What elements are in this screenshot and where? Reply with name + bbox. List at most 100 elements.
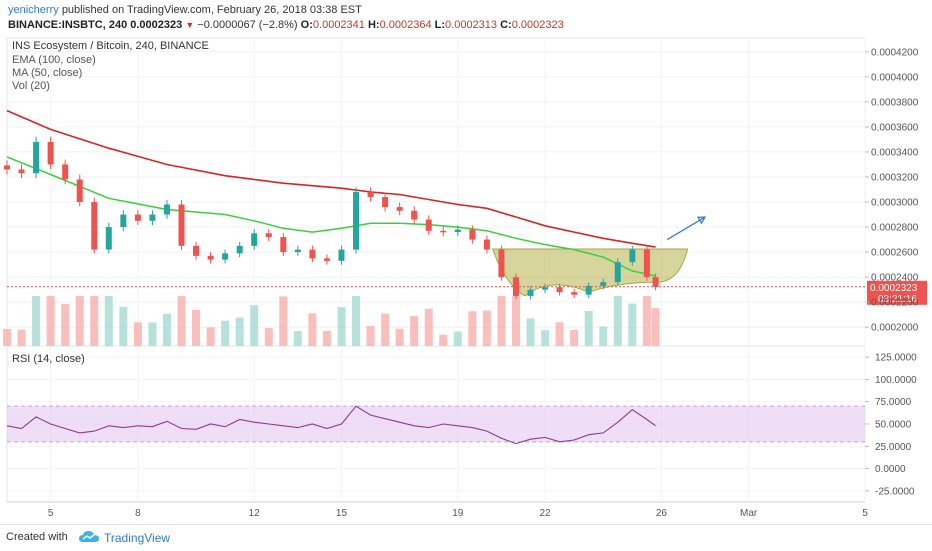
candle-body (76, 179, 83, 203)
footer: Created with TradingView (0, 524, 932, 551)
candle-body (222, 253, 229, 260)
candle-body (571, 292, 578, 295)
volume-bar (250, 305, 259, 346)
volume-bar (75, 296, 84, 346)
price-tick-label: 0.0004200 (871, 47, 919, 58)
rsi-tick-label: 0.0000 (875, 464, 906, 475)
time-tick-label: 8 (135, 508, 141, 519)
volume-bar (570, 330, 579, 346)
volume-bar (3, 329, 11, 346)
rsi-grid (7, 356, 865, 492)
ohlc-line: BINANCE:INSBTC, 240 0.0002323 ▼ −0.00000… (8, 19, 564, 31)
volume-bar (206, 327, 215, 346)
rsi-tick-label: -25.0000 (875, 486, 915, 497)
rsi-tick-label: 50.0000 (875, 420, 912, 431)
volume-bar (133, 322, 142, 346)
price-tick-label: 0.0004000 (871, 72, 919, 83)
volume-bar (119, 306, 128, 346)
last-price-label: 0.0002323 (870, 283, 918, 294)
low-label: L: (434, 19, 446, 31)
volume-bar (221, 320, 230, 346)
time-tick-label: 12 (249, 508, 261, 519)
publish-header: yenicherry published on TradingView.com,… (0, 0, 932, 34)
projection-arrow (666, 216, 706, 241)
volume-bar (526, 318, 535, 346)
candle-body (382, 197, 389, 208)
candle-body (643, 249, 650, 278)
last-price-tag (867, 280, 927, 305)
price-tick-label: 0.0002400 (871, 273, 919, 284)
candle-body (498, 249, 505, 278)
volume-bar (555, 322, 564, 346)
candle-body (62, 164, 69, 180)
candle-body (527, 289, 534, 296)
candle-body (483, 239, 490, 250)
volume-bar (308, 313, 317, 346)
price-tick-label: 0.0003600 (871, 122, 919, 133)
low-value: 0.0002313 (445, 19, 498, 31)
candle-body (469, 229, 476, 240)
volume-bar (104, 296, 113, 346)
rsi-tick-label: 75.0000 (875, 397, 912, 408)
projection-arrow-head (696, 216, 707, 225)
candle-body (4, 165, 10, 170)
time-tick-label: 15 (336, 508, 348, 519)
candle-body (556, 287, 563, 293)
price-tick-label: 0.0003800 (871, 97, 919, 108)
volume-bar (90, 296, 99, 346)
last-price: 0.0002323 (130, 19, 183, 31)
candle-body (163, 204, 170, 215)
volume-bar (424, 308, 433, 346)
rsi-tick-label: 100.0000 (875, 375, 917, 386)
volume-bar (46, 296, 55, 346)
candle-body (149, 214, 156, 221)
candle-body (33, 141, 40, 174)
volume-bar (235, 317, 244, 346)
price-tick-label: 0.0002800 (871, 223, 919, 234)
candle-body (440, 230, 447, 233)
volume-bar (322, 330, 331, 346)
volume-bar (192, 309, 201, 346)
rsi-line (6, 405, 656, 445)
candle-body (323, 258, 330, 261)
volume-bar (162, 313, 171, 346)
candle-body (338, 249, 345, 261)
time-axis-labels: 5 8 12 15 19 22 26 Mar 5 (48, 508, 868, 519)
ma-50-line (6, 156, 656, 277)
volume-bar (148, 322, 157, 346)
price-tick-label: 0.0003200 (871, 172, 919, 183)
open-label: O: (300, 19, 313, 31)
legend-vol[interactable]: Vol (20) (12, 80, 50, 92)
volume-bar (395, 328, 404, 346)
tradingview-brand-link[interactable]: TradingView (104, 531, 171, 545)
candle-body (396, 207, 403, 211)
candle-body (193, 245, 200, 256)
volume-bar (439, 334, 448, 346)
volume-bar (584, 310, 593, 346)
volume-bar (628, 303, 637, 346)
candle-body (91, 202, 98, 250)
volume-bar (541, 330, 550, 346)
legend-ma[interactable]: MA (50, close) (12, 67, 82, 79)
author-link[interactable]: yenicherry (8, 4, 59, 16)
candle-body (178, 204, 185, 246)
volume-bar (410, 315, 419, 346)
candle-body (280, 237, 287, 253)
chart-canvas[interactable]: 0.0002323 03:21:16 0.00020000.00022000.0… (0, 34, 932, 524)
candle-body (629, 249, 636, 263)
rsi-tick-label: 25.0000 (875, 442, 912, 453)
volume-bar (337, 307, 346, 346)
volume-bar (642, 296, 651, 346)
candle-body (265, 233, 272, 238)
time-tick-label: Mar (740, 508, 758, 519)
volume-bar (511, 296, 520, 346)
candle-body (47, 141, 54, 165)
created-with-label: Created with (6, 531, 68, 543)
volume-bar (279, 296, 288, 346)
candle-body (353, 192, 360, 250)
legend-ema[interactable]: EMA (100, close) (12, 54, 96, 66)
candle-body (207, 255, 214, 260)
down-triangle-icon: ▼ (185, 20, 195, 30)
rsi-band (7, 406, 865, 442)
close-value: 0.0002323 (511, 19, 564, 31)
